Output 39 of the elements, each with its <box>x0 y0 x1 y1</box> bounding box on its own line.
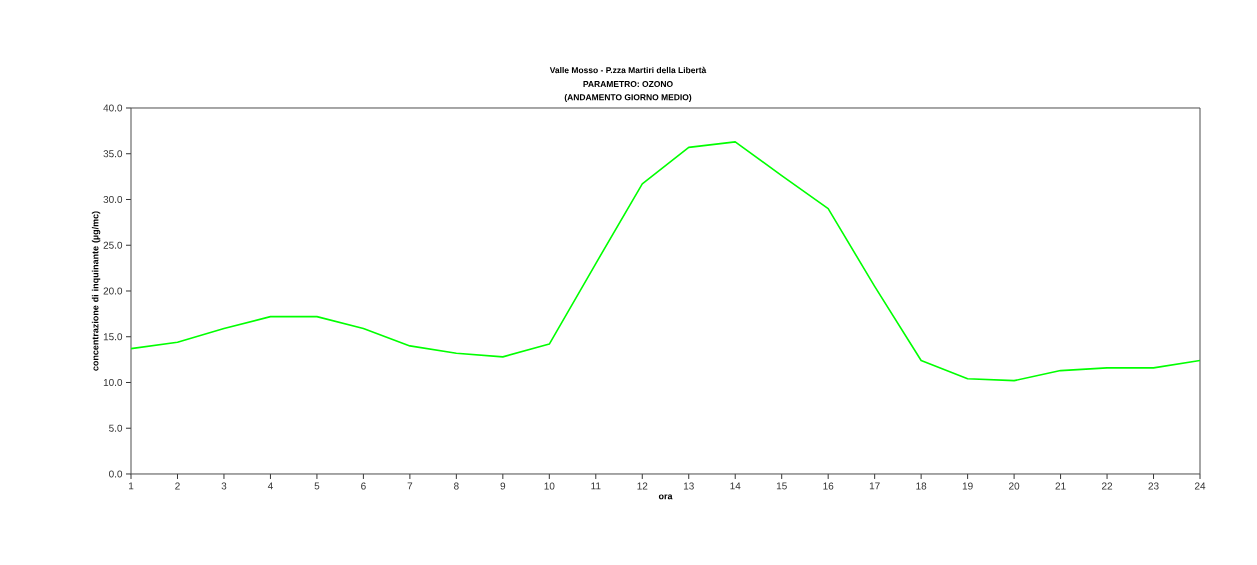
chart-title: Valle Mosso - P.zza Martiri della Libertà <box>549 66 707 74</box>
y-tick-label: 20.0 <box>103 287 123 295</box>
x-tick-label: 14 <box>730 482 741 490</box>
x-tick-label: 13 <box>683 482 694 490</box>
x-tick-label: 7 <box>407 482 413 490</box>
x-tick-label: 10 <box>544 482 555 490</box>
y-tick-label: 40.0 <box>103 104 123 112</box>
y-axis-title: concentrazione di inquinante (µg/mc) <box>91 211 101 371</box>
x-tick-label: 17 <box>869 482 880 490</box>
x-tick-label: 5 <box>314 482 320 490</box>
x-tick-label: 24 <box>1194 482 1206 490</box>
y-tick-label: 15.0 <box>103 333 123 341</box>
x-tick-label: 2 <box>175 482 180 490</box>
y-tick-label: 10.0 <box>103 378 123 387</box>
x-tick-label: 3 <box>221 482 227 490</box>
chart-subtitle: PARAMETRO: OZONO <box>583 81 673 87</box>
text: (ANDAMENTO GIORNO MEDIO) <box>564 94 692 102</box>
x-tick-label: 22 <box>1102 482 1113 490</box>
x-axis-title: ora <box>658 494 673 500</box>
x-tick-label: 6 <box>361 482 366 490</box>
x-tick-label: 8 <box>454 482 459 490</box>
y-tick-label: 5.0 <box>109 424 123 432</box>
y-tick-label: 25.0 <box>103 241 123 249</box>
x-tick-label: 11 <box>591 482 601 490</box>
y-tick-label: 0.0 <box>109 470 123 478</box>
x-tick-label: 16 <box>823 482 834 490</box>
x-tick-label: 23 <box>1148 482 1159 490</box>
x-tick-label: 21 <box>1055 482 1066 490</box>
line-series <box>131 141 1201 382</box>
x-tick-label: 9 <box>500 482 506 490</box>
x-tick-label: 20 <box>1009 482 1020 490</box>
x-tick-label: 15 <box>776 482 787 490</box>
x-tick-label: 12 <box>637 482 648 490</box>
y-tick-label: 35.0 <box>103 150 123 158</box>
x-tick-label: 19 <box>962 482 973 490</box>
y-tick-label: 30.0 <box>103 195 123 204</box>
x-tick-label: 18 <box>916 482 927 490</box>
x-tick-label: 1 <box>129 482 134 490</box>
x-tick-label: 4 <box>267 482 273 490</box>
